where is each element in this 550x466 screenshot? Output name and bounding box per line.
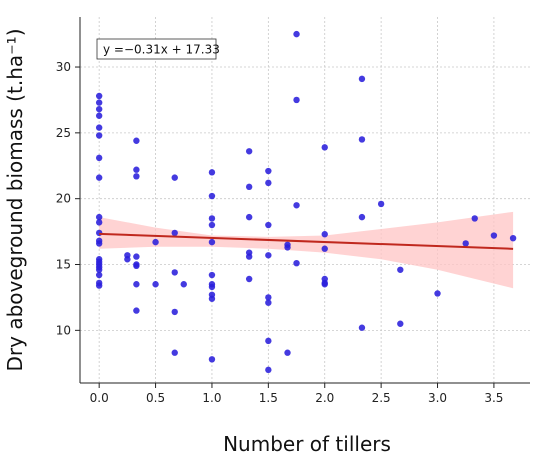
grid	[80, 17, 530, 383]
data-point-81	[377, 200, 385, 208]
data-point-23	[133, 137, 140, 144]
data-point-84	[434, 290, 441, 297]
data-point-78	[358, 136, 366, 143]
data-points	[95, 30, 517, 374]
y-tick-label-1: 15	[56, 258, 71, 272]
data-point-18	[95, 271, 103, 279]
data-point-68	[293, 96, 300, 104]
data-point-54	[245, 253, 253, 260]
data-point-83	[397, 320, 404, 327]
y-tick-label-4: 30	[56, 60, 71, 74]
data-point-42	[208, 221, 216, 229]
data-point-71	[321, 144, 328, 151]
data-point-66	[284, 349, 291, 356]
data-point-62	[265, 337, 272, 345]
data-point-76	[321, 281, 328, 288]
data-point-17	[95, 266, 103, 273]
data-point-48	[208, 295, 216, 302]
data-point-26	[133, 253, 140, 260]
axis-ticks: 0.0 0.5 1.0 1.5 2.0 2.5 3.0 3.5 10 15 20 25 30	[56, 60, 504, 405]
data-point-29	[133, 281, 140, 288]
data-point-46	[208, 283, 216, 291]
data-point-25	[133, 173, 140, 180]
data-point-41	[208, 215, 216, 222]
data-point-73	[321, 245, 328, 252]
data-point-52	[245, 213, 253, 221]
confidence-band	[99, 211, 514, 289]
x-tick-label-4: 2.0	[315, 391, 334, 405]
regression-line	[99, 232, 514, 250]
data-point-80	[358, 324, 366, 331]
data-point-30	[133, 307, 140, 314]
y-axis-title: Dry aboveground biomass (t.ha⁻¹)	[3, 29, 27, 372]
data-point-2	[95, 105, 103, 113]
data-point-87	[490, 232, 498, 239]
equation-box-frame	[96, 38, 217, 60]
data-point-59	[265, 252, 272, 259]
regression-equation: y =−0.31x + 17.33	[103, 43, 220, 57]
data-point-7	[95, 174, 103, 181]
data-point-39	[208, 169, 216, 176]
y-tick-label-2: 20	[56, 192, 71, 206]
data-point-31	[152, 238, 159, 246]
x-tick-label-2: 1.0	[202, 391, 221, 405]
data-point-44	[208, 271, 216, 279]
data-point-82	[397, 266, 404, 273]
data-point-38	[180, 281, 187, 288]
x-tick-label-1: 0.5	[146, 391, 165, 405]
x-tick-label-7: 3.5	[484, 391, 503, 405]
x-axis-title: Number of tillers	[223, 432, 391, 456]
x-tick-label-3: 1.5	[259, 391, 278, 405]
data-point-35	[171, 269, 178, 276]
data-point-34	[171, 229, 178, 237]
x-tick-label-0: 0.0	[90, 391, 109, 405]
data-point-0	[95, 92, 103, 100]
data-point-5	[95, 132, 103, 139]
data-point-37	[171, 349, 178, 356]
data-point-86	[471, 215, 478, 222]
data-point-51	[245, 183, 253, 191]
data-point-36	[171, 308, 178, 316]
data-point-56	[265, 167, 272, 175]
data-point-49	[208, 356, 216, 363]
data-point-69	[293, 202, 300, 209]
data-point-85	[462, 240, 469, 247]
regression-equation-box: y =−0.31x + 17.33	[96, 38, 220, 60]
x-tick-label-6: 3.0	[428, 391, 447, 405]
data-point-10	[95, 229, 103, 237]
data-point-33	[171, 174, 178, 181]
data-point-22	[124, 256, 131, 263]
data-point-60	[265, 294, 272, 301]
data-point-20	[95, 282, 103, 289]
data-point-55	[245, 275, 253, 283]
data-point-70	[293, 259, 300, 267]
data-point-50	[245, 148, 253, 155]
data-point-12	[95, 240, 103, 247]
y-tick-label-0: 10	[56, 323, 71, 337]
data-point-65	[284, 244, 291, 251]
data-point-67	[293, 30, 300, 38]
data-point-24	[133, 166, 140, 173]
data-point-6	[95, 154, 103, 162]
data-point-77	[358, 75, 366, 83]
data-point-43	[208, 238, 216, 246]
data-point-4	[95, 124, 103, 131]
data-point-57	[265, 179, 272, 187]
data-point-28	[133, 262, 140, 270]
data-point-9	[95, 219, 103, 226]
data-point-61	[265, 299, 272, 306]
data-point-79	[358, 213, 366, 221]
data-point-40	[208, 192, 216, 200]
data-point-8	[95, 213, 103, 221]
data-point-63	[265, 366, 272, 374]
x-tick-label-5: 2.5	[372, 391, 391, 405]
data-point-3	[95, 112, 103, 119]
data-point-32	[152, 281, 159, 288]
data-point-72	[321, 231, 328, 238]
data-point-1	[95, 99, 103, 106]
data-point-88	[509, 234, 517, 242]
y-tick-label-3: 25	[56, 126, 71, 140]
data-point-58	[265, 221, 272, 229]
